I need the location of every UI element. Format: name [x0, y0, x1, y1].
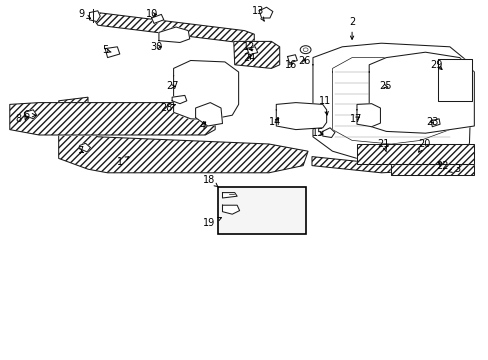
Polygon shape: [80, 143, 90, 152]
Polygon shape: [95, 13, 254, 43]
Polygon shape: [222, 193, 237, 198]
Text: 14: 14: [268, 117, 281, 127]
Polygon shape: [368, 52, 473, 133]
Text: 4: 4: [200, 121, 205, 131]
Text: 13: 13: [251, 6, 264, 21]
Text: 27: 27: [165, 81, 178, 91]
Polygon shape: [159, 27, 189, 42]
Polygon shape: [356, 144, 473, 164]
Ellipse shape: [303, 48, 307, 51]
Text: 20: 20: [417, 139, 430, 152]
Text: 21: 21: [377, 139, 389, 152]
Text: 28: 28: [160, 103, 175, 113]
Text: 2: 2: [348, 17, 354, 39]
Text: 15: 15: [311, 128, 324, 138]
Text: 5: 5: [102, 45, 111, 55]
Text: 30: 30: [150, 42, 163, 52]
Polygon shape: [322, 128, 334, 138]
Polygon shape: [356, 104, 380, 127]
Polygon shape: [59, 97, 307, 173]
Bar: [217, 187, 305, 234]
Text: 18: 18: [203, 175, 218, 187]
Polygon shape: [233, 41, 279, 68]
Polygon shape: [172, 95, 186, 104]
Polygon shape: [222, 205, 239, 214]
Text: 12: 12: [243, 42, 255, 52]
Polygon shape: [312, 43, 471, 160]
Polygon shape: [276, 103, 326, 130]
Polygon shape: [24, 110, 37, 119]
Text: 3: 3: [447, 164, 459, 174]
Text: 29: 29: [429, 60, 442, 70]
Text: 6: 6: [24, 110, 36, 120]
Polygon shape: [390, 164, 473, 175]
Text: 16: 16: [284, 60, 297, 70]
Polygon shape: [259, 7, 272, 18]
Polygon shape: [195, 103, 222, 126]
Polygon shape: [173, 60, 238, 120]
Polygon shape: [10, 103, 215, 135]
Text: 24: 24: [243, 53, 255, 63]
Polygon shape: [246, 47, 257, 55]
Polygon shape: [105, 47, 120, 58]
Text: 26: 26: [297, 56, 310, 66]
Polygon shape: [311, 157, 420, 173]
Text: 19: 19: [203, 217, 221, 228]
Text: 9: 9: [79, 9, 90, 19]
Text: 23: 23: [426, 117, 438, 127]
Polygon shape: [287, 55, 297, 63]
Text: 1: 1: [117, 157, 128, 167]
Text: 25: 25: [378, 81, 391, 91]
Text: 7: 7: [78, 146, 83, 156]
Polygon shape: [437, 59, 471, 101]
Polygon shape: [151, 14, 163, 23]
Text: 17: 17: [349, 114, 362, 124]
Text: 10: 10: [145, 9, 158, 19]
Ellipse shape: [300, 46, 310, 54]
Text: 22: 22: [435, 161, 448, 171]
Polygon shape: [430, 119, 439, 127]
Text: 11: 11: [318, 96, 331, 115]
Polygon shape: [89, 11, 100, 22]
Text: 8: 8: [16, 114, 28, 124]
